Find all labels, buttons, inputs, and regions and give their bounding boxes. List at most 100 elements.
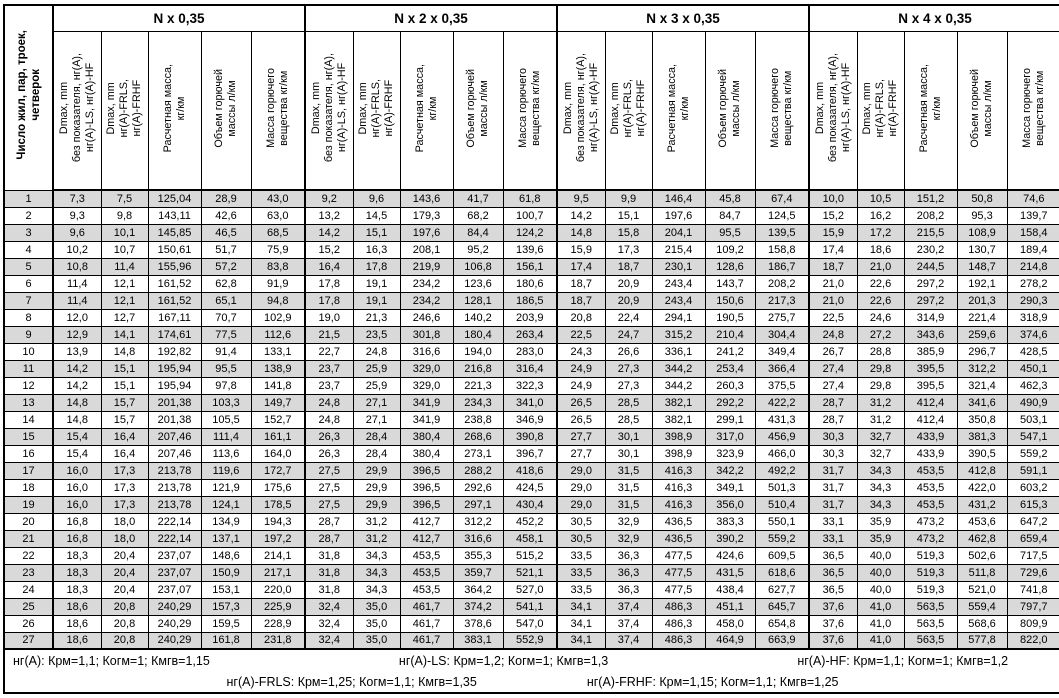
data-cell: 27,3 [604, 376, 653, 395]
data-cell: 190,5 [704, 308, 756, 327]
data-cell: 201,38 [147, 410, 202, 429]
data-cell: 398,9 [651, 444, 706, 463]
data-cell: 809,9 [1006, 614, 1059, 633]
data-cell: 19,0 [304, 308, 354, 327]
column-header-combustible-mass: Масса горючего вещества кг/км [1006, 31, 1059, 191]
data-cell: 422,2 [754, 393, 810, 412]
data-cell: 15,2 [808, 206, 858, 225]
data-cell: 15,1 [604, 206, 653, 225]
data-cell: 654,8 [754, 614, 810, 633]
data-cell: 16,2 [856, 206, 905, 225]
column-header-label: Объем горючей массы л/км [969, 68, 995, 148]
row-number: 22 [3, 546, 54, 565]
data-cell: 312,2 [956, 359, 1008, 378]
data-cell: 577,8 [956, 631, 1008, 650]
data-cell: 563,5 [903, 631, 958, 650]
data-cell: 240,29 [147, 614, 202, 633]
data-cell: 29,9 [352, 478, 401, 497]
data-cell: 148,7 [956, 257, 1008, 276]
data-cell: 290,3 [1006, 291, 1059, 310]
data-cell: 157,3 [200, 597, 252, 616]
data-cell: 322,3 [502, 376, 558, 395]
data-cell: 35,0 [352, 631, 401, 650]
data-cell: 30,5 [556, 529, 606, 548]
data-cell: 380,4 [399, 427, 454, 446]
data-cell: 591,1 [1006, 461, 1059, 480]
data-cell: 201,38 [147, 393, 202, 412]
column-header-label: Объем горючей массы л/км [465, 68, 490, 148]
row-number: 4 [3, 240, 54, 259]
data-cell: 31,7 [808, 495, 858, 514]
data-cell: 17,3 [604, 240, 653, 259]
data-cell: 95,2 [452, 240, 504, 259]
data-cell: 9,3 [52, 206, 102, 225]
data-cell: 46,5 [200, 223, 252, 242]
data-cell: 396,5 [399, 461, 454, 480]
data-cell: 20,4 [100, 580, 149, 599]
data-cell: 27,5 [304, 495, 354, 514]
data-cell: 14,1 [100, 325, 149, 344]
data-cell: 95,5 [200, 359, 252, 378]
data-cell: 27,1 [352, 393, 401, 412]
data-cell: 32,7 [856, 427, 905, 446]
data-cell: 380,4 [399, 444, 454, 463]
data-cell: 9,2 [304, 189, 354, 208]
data-cell: 473,2 [903, 529, 958, 548]
data-cell: 16,0 [52, 478, 102, 497]
data-cell: 12,0 [52, 308, 102, 327]
data-cell: 26,3 [304, 427, 354, 446]
data-cell: 26,5 [556, 393, 606, 412]
data-cell: 10,2 [52, 240, 102, 259]
data-cell: 461,7 [399, 614, 454, 633]
data-cell: 14,5 [352, 206, 401, 225]
data-cell: 230,1 [651, 257, 706, 276]
data-cell: 453,5 [903, 478, 958, 497]
data-cell: 29,9 [352, 495, 401, 514]
data-cell: 383,3 [704, 512, 756, 531]
data-cell: 106,8 [452, 257, 504, 276]
data-cell: 221,3 [452, 376, 504, 395]
data-cell: 161,1 [250, 427, 306, 446]
data-cell: 647,2 [1006, 512, 1059, 531]
data-cell: 521,1 [502, 563, 558, 582]
footer-cell: нг(А): Крм=1,1; Когм=1; Кмгв=1,15 нг(А)-L… [3, 648, 1059, 671]
column-header-combustible-mass: Масса горючего вещества кг/км [502, 31, 558, 191]
data-cell: 396,7 [502, 444, 558, 463]
footer-cell: нг(А)-FRLS: Крм=1,25; Когм=1,1; Кмгв=1,3… [3, 671, 1059, 694]
data-cell: 36,3 [604, 563, 653, 582]
data-cell: 20,4 [100, 546, 149, 565]
data-cell: 153,1 [200, 580, 252, 599]
data-cell: 741,8 [1006, 580, 1059, 599]
data-cell: 9,6 [352, 189, 401, 208]
column-header-label: Масса горючего вещества кг/км [1020, 68, 1046, 148]
data-cell: 341,9 [399, 410, 454, 429]
row-number: 20 [3, 512, 54, 531]
data-cell: 15,1 [100, 359, 149, 378]
data-cell: 461,7 [399, 597, 454, 616]
data-cell: 95,5 [704, 223, 756, 242]
data-cell: 240,29 [147, 597, 202, 616]
data-cell: 238,8 [452, 410, 504, 429]
data-cell: 27,3 [604, 359, 653, 378]
data-cell: 179,3 [399, 206, 454, 225]
data-cell: 32,7 [856, 444, 905, 463]
data-cell: 35,0 [352, 597, 401, 616]
data-cell: 213,78 [147, 478, 202, 497]
data-cell: 192,1 [956, 274, 1008, 293]
data-cell: 33,5 [556, 546, 606, 565]
data-cell: 519,3 [903, 546, 958, 565]
data-cell: 316,4 [502, 359, 558, 378]
data-cell: 20,9 [604, 274, 653, 293]
data-cell: 15,1 [100, 376, 149, 395]
data-cell: 20,8 [100, 614, 149, 633]
data-cell: 822,0 [1006, 631, 1059, 650]
data-cell: 28,4 [352, 427, 401, 446]
data-cell: 32,9 [604, 529, 653, 548]
data-cell: 148,6 [200, 546, 252, 565]
data-cell: 141,8 [250, 376, 306, 395]
column-header-combustible-mass: Масса горючего вещества кг/км [250, 31, 306, 191]
table-row: 18 16,0 17,3 213,78 121,9 175,6 27,5 29,9 396,5 2… [3, 478, 1059, 497]
data-cell: 297,2 [903, 291, 958, 310]
data-cell: 33,5 [556, 580, 606, 599]
data-cell: 355,3 [452, 546, 504, 565]
